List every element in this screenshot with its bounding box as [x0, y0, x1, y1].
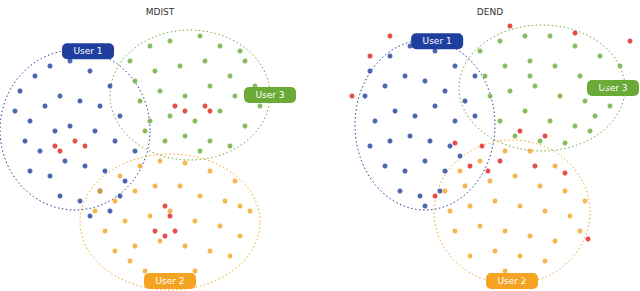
svg-text:User 2: User 2 [155, 276, 185, 286]
svg-text:User 2: User 2 [497, 276, 526, 286]
svg-text:User 3: User 3 [255, 90, 284, 100]
svg-text:User 3: User 3 [598, 83, 627, 93]
svg-text:DEND: DEND [477, 7, 503, 17]
svg-text:User 1: User 1 [423, 36, 452, 46]
svg-text:User 1: User 1 [73, 46, 102, 56]
svg-text:MDIST: MDIST [146, 7, 175, 17]
